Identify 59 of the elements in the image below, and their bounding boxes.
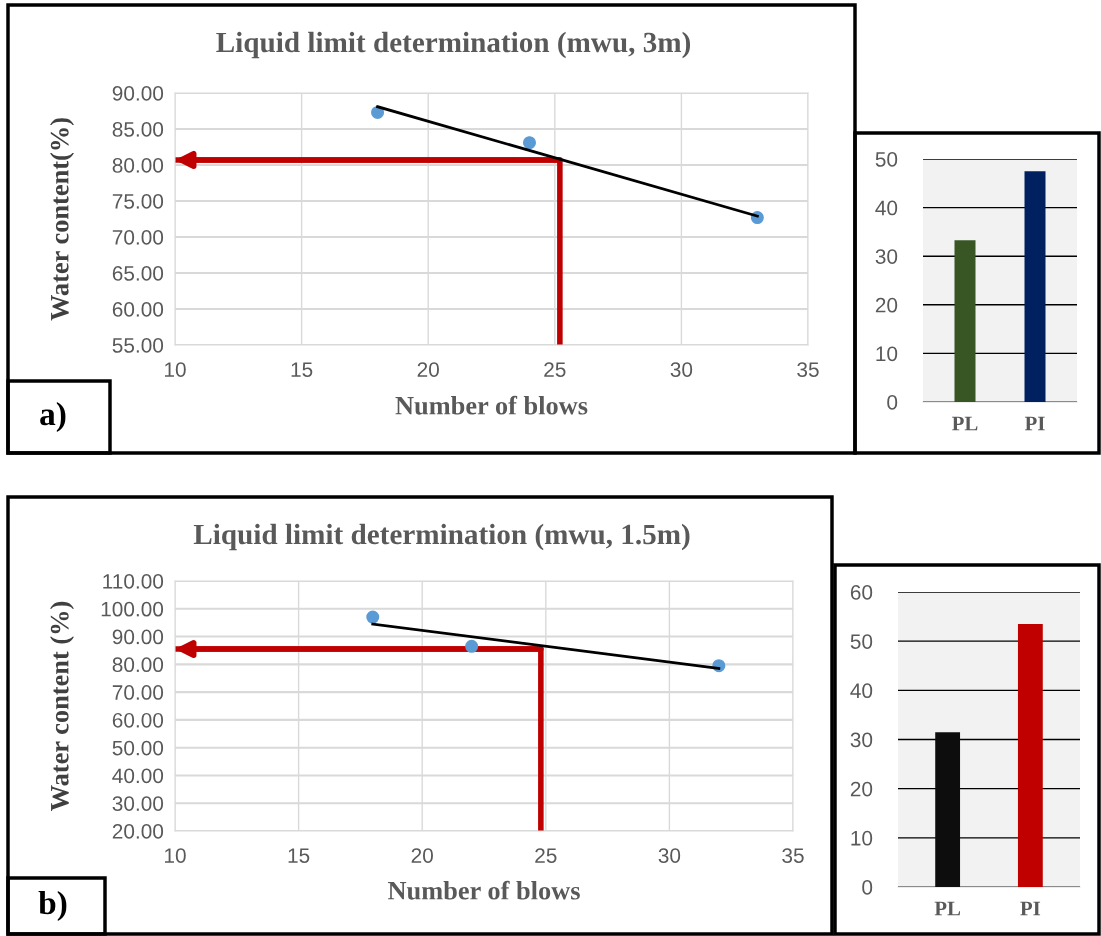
x-tick-label: 35	[797, 362, 819, 377]
x-tick-label: 30	[658, 848, 681, 863]
y-tick-label: 110.00	[103, 574, 164, 589]
y-tick-label: 60	[850, 585, 873, 600]
y-tick-label: 90.00	[112, 629, 164, 645]
x-tick-label: PL	[952, 416, 978, 431]
y-tick-label: 85.00	[112, 122, 164, 137]
point	[465, 639, 479, 653]
x-tick-label: PI	[1020, 901, 1041, 916]
x-tick-label: PI	[1024, 416, 1045, 431]
x-tick-label: 10	[165, 362, 186, 377]
x-tick-label: 30	[670, 362, 693, 377]
y-axis-title: Water content (%)	[50, 601, 74, 811]
x-tick-label: 20	[417, 362, 439, 377]
chart-title: Liquid limit determination (mwu, 3m)	[216, 31, 691, 59]
text: a)	[40, 401, 66, 433]
y-tick-label: 55.00	[112, 338, 164, 353]
point	[522, 136, 536, 150]
x-axis-title: Number of blows	[387, 880, 580, 900]
x-axis-title: Number of blows	[395, 395, 588, 415]
y-tick-label: 65.00	[112, 266, 164, 281]
y-tick-label: 30.00	[112, 796, 164, 811]
y-tick-label: 20	[850, 781, 873, 797]
text: b)	[38, 890, 67, 922]
x-tick-label: 35	[782, 848, 804, 863]
point	[371, 105, 385, 119]
y-tick-label: 70.00	[112, 230, 164, 245]
y-axis-title: Water content(%)	[50, 118, 74, 321]
y-tick-label: 40	[875, 200, 898, 216]
x-tick-label: 25	[535, 848, 557, 863]
y-tick-label: 30	[850, 732, 873, 748]
y-tick-label: 90.00	[112, 86, 164, 101]
y-tick-label: 60.00	[112, 712, 164, 728]
y-tick-label: 20.00	[112, 824, 164, 839]
y-tick-label: 40.00	[112, 768, 164, 784]
y-tick-label: 80.00	[112, 657, 164, 673]
y-tick-label: 0	[862, 880, 873, 895]
y-tick-label: 100.00	[101, 601, 164, 617]
y-tick-label: 50.00	[112, 740, 164, 756]
y-tick-label: 30	[875, 249, 898, 264]
x-tick-label: 20	[411, 848, 433, 863]
y-tick-label: 40	[850, 683, 873, 699]
y-tick-label: 75.00	[112, 194, 164, 209]
point	[366, 610, 380, 624]
y-tick-label: 10	[876, 346, 898, 362]
y-tick-label: 50	[875, 152, 898, 167]
y-tick-label: 0	[887, 395, 898, 410]
x-tick-label: PL	[934, 901, 961, 916]
y-tick-label: 10	[851, 830, 873, 846]
y-tick-label: 60.00	[112, 302, 164, 317]
y-tick-label: 50	[850, 634, 873, 649]
y-tick-label: 20	[875, 297, 898, 313]
chart-title: Liquid limit determination (mwu, 1.5m)	[193, 523, 690, 551]
x-tick-label: 15	[288, 848, 310, 863]
x-tick-label: 25	[544, 362, 566, 377]
x-tick-label: 10	[165, 848, 186, 863]
x-tick-label: 15	[291, 362, 313, 377]
y-tick-label: 70.00	[112, 685, 164, 700]
y-tick-label: 80.00	[112, 158, 164, 173]
